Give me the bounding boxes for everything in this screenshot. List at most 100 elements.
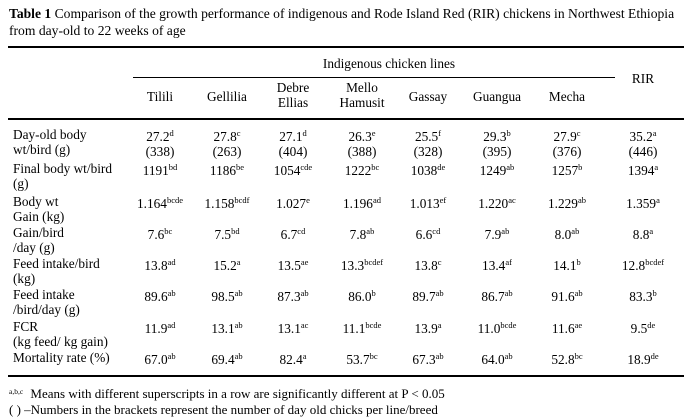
row-label: Day-old body wt/bird (g) [13, 127, 87, 157]
table-cell: 18.9de [603, 352, 683, 367]
cell-superscript: cd [432, 226, 441, 236]
cell-superscript: a [236, 257, 241, 267]
table-cell: 15.2a [187, 258, 267, 273]
cell-value: 87.3 [277, 289, 301, 304]
table-cell: 86.0b [322, 289, 402, 304]
cell-superscript: ab [300, 288, 309, 298]
row-label: Feed intake/bird (kg) [13, 256, 100, 286]
table-cell: 64.0ab [457, 352, 537, 367]
cell-superscript: a [302, 351, 307, 361]
footnote-superscript: a,b,c [9, 387, 24, 396]
table-cell: 1249ab [457, 163, 537, 178]
cell-superscript: e [371, 128, 376, 138]
table-cell: 13.1ab [187, 321, 267, 336]
column-header: Gellilia [207, 89, 247, 104]
cell-value: 1249 [479, 163, 507, 178]
table-cell: 91.6ab [527, 289, 607, 304]
row-label: FCR (kg feed/ kg gain) [13, 319, 108, 349]
cell-value: 67.0 [144, 352, 168, 367]
cell-value: 13.3 [340, 258, 365, 273]
group-header: Indigenous chicken lines [322, 56, 456, 71]
cell-superscript: b [371, 288, 376, 298]
bottom-rule [8, 375, 684, 377]
cell-superscript: bcde [500, 320, 517, 330]
cell-superscript: ab [501, 226, 510, 236]
cell-superscript: ef [439, 195, 447, 205]
cell-superscript: b [506, 128, 511, 138]
table-cell: 1394a [603, 163, 683, 178]
column-header: Tilili [146, 89, 174, 104]
cell-value: 7.8 [349, 227, 367, 242]
table-cell: 1.229ab [527, 196, 607, 211]
table-cell: 87.3ab [253, 289, 333, 304]
footnote-text: ( ) –Numbers in the brackets represent t… [9, 402, 438, 417]
cell-value: 26.3 [348, 129, 372, 144]
cell-value: 7.9 [484, 227, 502, 242]
table-cell: 1186be [187, 163, 267, 178]
table-cell: 1.196ad [322, 196, 402, 211]
cell-superscript: bcdef [364, 257, 384, 267]
table-cell: 1.027e [253, 196, 333, 211]
table-cell: 13.3bcdef [322, 258, 402, 273]
cell-value: 91.6 [551, 289, 575, 304]
cell-superscript: ab [435, 288, 444, 298]
row-label: Gain/bird/day (g) [13, 225, 64, 255]
table-cell: 83.3b [603, 289, 683, 304]
table-cell: 6.6cd [388, 227, 468, 242]
cell-superscript: de [650, 351, 659, 361]
column-header: Mello Hamusit [339, 80, 385, 110]
cell-superscript: bcdef [645, 257, 665, 267]
cell-superscript: c [437, 257, 442, 267]
cell-superscript: bcde [166, 195, 183, 205]
cell-superscript: a [437, 320, 442, 330]
table-cell: 1191bd [120, 163, 200, 178]
cell-value: 6.6 [415, 227, 433, 242]
cell-value: 27.1 [279, 129, 303, 144]
header-bottom-rule [8, 118, 684, 120]
footnote-brackets: ( ) –Numbers in the brackets represent t… [9, 402, 438, 417]
table-caption: Table 1 Comparison of the growth perform… [9, 5, 689, 39]
cell-value: 1257 [551, 163, 579, 178]
table-cell: 27.8c (263) [187, 129, 267, 159]
cell-superscript: af [505, 257, 512, 267]
cell-value: 1394 [627, 163, 655, 178]
cell-value: 18.9 [627, 352, 651, 367]
cell-superscript: de [647, 320, 656, 330]
table-title: Comparison of the growth performance of … [9, 6, 675, 38]
cell-value: 29.3 [483, 129, 507, 144]
table-cell: 1038de [388, 163, 468, 178]
table-cell: 12.8bcdef [603, 258, 683, 273]
table-cell: 27.9c (376) [527, 129, 607, 159]
table-cell: 1222bc [322, 163, 402, 178]
cell-superscript: f [438, 128, 442, 138]
table-cell: 89.6ab [120, 289, 200, 304]
cell-superscript: ad [167, 257, 176, 267]
cell-superscript: ab [234, 351, 243, 361]
cell-sample-size: (395) [482, 144, 512, 159]
cell-superscript: de [437, 162, 446, 172]
table-cell: 52.8bc [527, 352, 607, 367]
cell-value: 1222 [344, 163, 372, 178]
cell-value: 7.5 [214, 227, 232, 242]
row-label: Body wt Gain (kg) [13, 194, 65, 224]
cell-value: 1.027 [276, 196, 307, 211]
cell-superscript: ae [300, 257, 309, 267]
cell-value: 1191 [142, 163, 169, 178]
table-cell: 7.9ab [457, 227, 537, 242]
cell-value: 89.6 [144, 289, 168, 304]
column-header: Gassay [408, 89, 448, 104]
cell-value: 13.8 [414, 258, 438, 273]
cell-superscript: b [578, 162, 583, 172]
table-cell: 13.4af [457, 258, 537, 273]
cell-superscript: bd [168, 162, 178, 172]
table-cell: 26.3e (388) [322, 129, 402, 159]
cell-superscript: bc [164, 226, 173, 236]
table-cell: 13.1ac [253, 321, 333, 336]
cell-superscript: ad [167, 320, 176, 330]
cell-superscript: ab [504, 288, 513, 298]
cell-superscript: cde [300, 162, 313, 172]
row-label: Feed intake/bird/day (g) [13, 287, 80, 317]
cell-value: 27.8 [213, 129, 237, 144]
column-header: Guangua [473, 89, 521, 104]
table-cell: 29.3b (395) [457, 129, 537, 159]
